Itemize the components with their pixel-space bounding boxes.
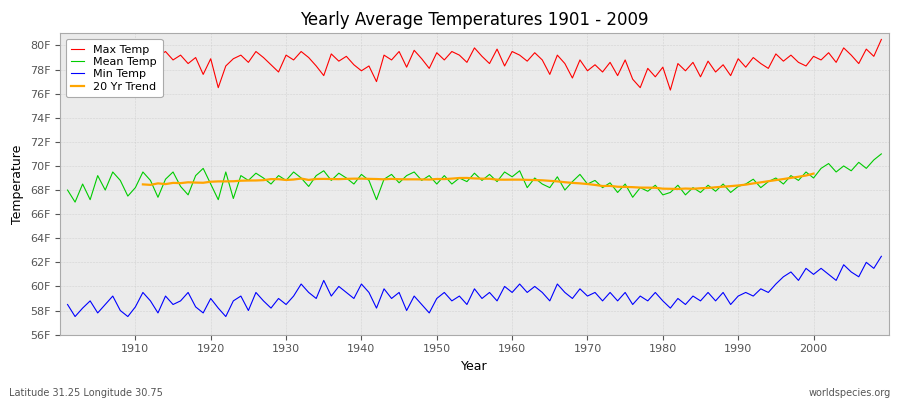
Mean Temp [130,185,140,190]
Max Temp [876,37,886,42]
20 Yr Trend [341,176,352,181]
Line: Mean Temp: Mean Temp [68,154,881,202]
Max Temp [288,58,299,62]
Min Temp [514,282,525,286]
Mean Temp [69,200,80,204]
Min Temp [605,290,616,295]
Max Temp [122,60,133,65]
20 Yr Trend [605,184,616,188]
Mean Temp [876,152,886,156]
Max Temp [500,64,510,68]
Max Temp [598,70,608,74]
Min Temp [296,282,307,286]
20 Yr Trend [138,182,148,187]
Legend: Max Temp, Mean Temp, Min Temp, 20 Yr Trend: Max Temp, Mean Temp, Min Temp, 20 Yr Tre… [66,39,163,97]
Mean Temp [341,176,352,180]
Y-axis label: Temperature: Temperature [11,144,24,224]
Mean Temp [514,168,525,173]
Mean Temp [62,188,73,192]
Min Temp [69,314,80,319]
Text: Latitude 31.25 Longitude 30.75: Latitude 31.25 Longitude 30.75 [9,388,163,398]
Text: worldspecies.org: worldspecies.org [809,388,891,398]
Mean Temp [507,174,517,179]
20 Yr Trend [717,184,728,189]
20 Yr Trend [672,186,683,191]
Max Temp [333,59,344,64]
Mean Temp [296,176,307,180]
Line: Max Temp: Max Temp [68,40,881,90]
Mean Temp [605,180,616,185]
Min Temp [62,302,73,307]
Min Temp [130,304,140,309]
Max Temp [507,49,517,54]
Title: Yearly Average Temperatures 1901 - 2009: Yearly Average Temperatures 1901 - 2009 [301,11,649,29]
20 Yr Trend [786,176,796,180]
20 Yr Trend [703,186,714,190]
Line: Min Temp: Min Temp [68,256,881,316]
Max Temp [665,88,676,92]
20 Yr Trend [808,171,819,176]
X-axis label: Year: Year [461,360,488,373]
20 Yr Trend [228,179,238,184]
Min Temp [876,254,886,259]
Max Temp [62,77,73,82]
Min Temp [507,290,517,295]
Line: 20 Yr Trend: 20 Yr Trend [143,174,814,189]
Min Temp [341,290,352,295]
